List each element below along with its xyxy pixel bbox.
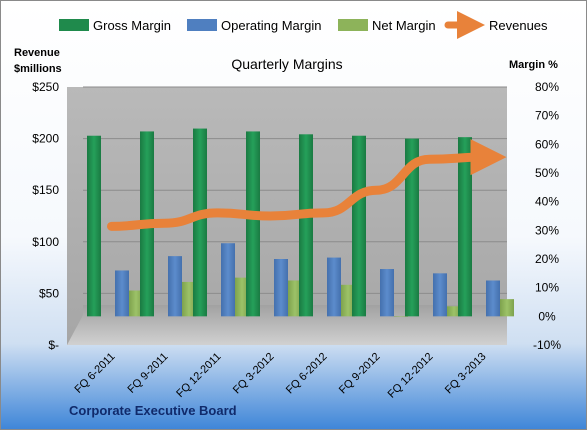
right-axis-title: Margin % (509, 59, 558, 71)
legend-label-gross-margin: Gross Margin (93, 18, 171, 33)
legend-swatch-operating-margin (187, 19, 217, 31)
revenues-point (376, 189, 377, 191)
legend-item-net-margin: Net Margin (338, 18, 436, 33)
right-tick-label: 20% (535, 252, 559, 266)
category-label: FQ 3-2013 (443, 351, 489, 397)
bar-gross-margin (405, 138, 419, 317)
bar-gross-margin (87, 135, 101, 317)
category-label: FQ 6-2011 (73, 351, 118, 396)
legend-label-net-margin: Net Margin (372, 18, 436, 33)
revenues-point (111, 225, 112, 227)
revenues-point (217, 212, 218, 214)
company-name: Corporate Executive Board (69, 403, 237, 418)
bar-net-margin (235, 277, 249, 317)
left-tick-label: $- (48, 338, 59, 352)
category-label: FQ 6-2012 (284, 351, 330, 397)
bars (87, 128, 514, 317)
legend-swatch-net-margin (338, 19, 368, 31)
legend-item-gross-margin: Gross Margin (59, 18, 171, 33)
bar-operating-margin (221, 243, 235, 317)
bar-net-margin (447, 306, 461, 317)
left-axis-title-line2: $millions (14, 63, 62, 75)
legend-label-operating-margin: Operating Margin (221, 18, 321, 33)
legend: Gross Margin Operating Margin Net Margin… (59, 11, 548, 39)
chart-title: Quarterly Margins (231, 56, 342, 72)
revenues-point (482, 156, 483, 158)
bar-operating-margin (115, 270, 129, 317)
category-labels: FQ 6-2011 FQ 9-2011 FQ 12-2011 FQ 3-2012 FQ … (73, 351, 489, 401)
bar-gross-margin (193, 128, 207, 317)
category-label: FQ 9-2012 (337, 351, 383, 397)
left-tick-label: $150 (32, 183, 59, 197)
right-tick-label: 50% (535, 166, 559, 180)
revenues-line-layer (107, 139, 507, 231)
bar-gross-margin (299, 134, 313, 317)
bar-gross-margin (246, 131, 260, 317)
right-tick-label: -10% (533, 338, 561, 352)
legend-label-revenues: Revenues (489, 18, 548, 33)
revenues-point (164, 222, 165, 224)
bar-net-margin (182, 281, 196, 317)
right-tick-label: 40% (535, 195, 559, 209)
bar-operating-margin (380, 269, 394, 317)
left-tick-label: $250 (32, 80, 59, 94)
right-tick-label: 70% (535, 109, 559, 123)
category-label: FQ 3-2012 (231, 351, 277, 397)
right-tick-label: 30% (535, 223, 559, 237)
bar-net-margin (500, 299, 514, 317)
bar-net-margin (288, 280, 302, 317)
left-axis-ticks: $- $50 $100 $150 $200 $250 (32, 80, 59, 352)
revenues-line (107, 139, 507, 231)
category-label: FQ 12-2012 (386, 351, 436, 401)
left-tick-label: $200 (32, 132, 59, 146)
category-label: FQ 12-2011 (174, 351, 223, 400)
bar-gross-margin (352, 135, 366, 317)
revenues-point (323, 212, 324, 214)
bar-operating-margin (168, 256, 182, 317)
right-tick-label: 0% (538, 309, 556, 323)
left-tick-label: $100 (32, 235, 59, 249)
bar-operating-margin (433, 273, 447, 317)
bar-operating-margin (274, 259, 288, 317)
right-tick-label: 80% (535, 80, 559, 94)
revenues-point (429, 158, 430, 160)
bar-net-margin (394, 316, 408, 317)
revenues-point (270, 215, 271, 217)
legend-swatch-gross-margin (59, 19, 89, 31)
category-label: FQ 9-2011 (126, 351, 171, 396)
right-tick-label: 10% (535, 281, 559, 295)
bar-net-margin (129, 290, 143, 317)
bar-operating-margin (486, 280, 500, 317)
legend-item-operating-margin: Operating Margin (187, 18, 321, 33)
right-tick-label: 60% (535, 137, 559, 151)
bar-net-margin (341, 284, 355, 317)
bar-operating-margin (327, 257, 341, 317)
left-axis-title-line1: Revenue (14, 47, 60, 59)
left-tick-label: $50 (39, 286, 59, 300)
legend-item-revenues: Revenues (444, 11, 548, 39)
right-axis-ticks: -10% 0% 10% 20% 30% 40% 50% 60% 70% 80% (533, 80, 561, 352)
bar-gross-margin (458, 137, 472, 317)
